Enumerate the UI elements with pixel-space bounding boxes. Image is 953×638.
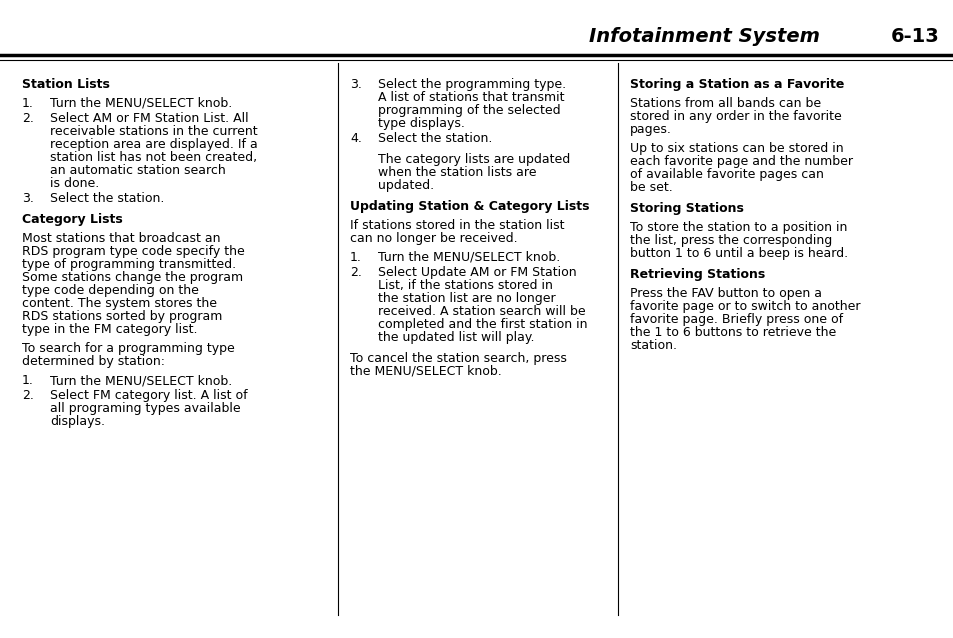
Text: Select Update AM or FM Station: Select Update AM or FM Station bbox=[377, 266, 576, 279]
Text: Select FM category list. A list of: Select FM category list. A list of bbox=[50, 389, 248, 402]
Text: Select the station.: Select the station. bbox=[377, 132, 492, 145]
Text: the 1 to 6 buttons to retrieve the: the 1 to 6 buttons to retrieve the bbox=[629, 326, 836, 339]
Text: favorite page. Briefly press one of: favorite page. Briefly press one of bbox=[629, 313, 842, 326]
Text: the station list are no longer: the station list are no longer bbox=[377, 292, 555, 305]
Text: station list has not been created,: station list has not been created, bbox=[50, 151, 257, 164]
Text: Most stations that broadcast an: Most stations that broadcast an bbox=[22, 232, 220, 245]
Text: RDS stations sorted by program: RDS stations sorted by program bbox=[22, 310, 222, 323]
Text: determined by station:: determined by station: bbox=[22, 355, 165, 368]
Text: updated.: updated. bbox=[377, 179, 434, 192]
Text: 1.: 1. bbox=[22, 97, 34, 110]
Text: the list, press the corresponding: the list, press the corresponding bbox=[629, 234, 831, 247]
Text: programming of the selected: programming of the selected bbox=[377, 104, 560, 117]
Text: 4.: 4. bbox=[350, 132, 361, 145]
Text: type code depending on the: type code depending on the bbox=[22, 284, 198, 297]
Text: favorite page or to switch to another: favorite page or to switch to another bbox=[629, 300, 860, 313]
Text: all programing types available: all programing types available bbox=[50, 402, 240, 415]
Text: the updated list will play.: the updated list will play. bbox=[377, 331, 534, 344]
Text: be set.: be set. bbox=[629, 181, 672, 194]
Text: Press the FAV button to open a: Press the FAV button to open a bbox=[629, 287, 821, 300]
Text: 2.: 2. bbox=[350, 266, 361, 279]
Text: RDS program type code specify the: RDS program type code specify the bbox=[22, 245, 245, 258]
Text: can no longer be received.: can no longer be received. bbox=[350, 232, 517, 245]
Text: Up to six stations can be stored in: Up to six stations can be stored in bbox=[629, 142, 842, 155]
Text: Retrieving Stations: Retrieving Stations bbox=[629, 268, 764, 281]
Text: A list of stations that transmit: A list of stations that transmit bbox=[377, 91, 564, 104]
Text: when the station lists are: when the station lists are bbox=[377, 166, 536, 179]
Text: 1.: 1. bbox=[350, 251, 361, 264]
Text: Some stations change the program: Some stations change the program bbox=[22, 271, 243, 284]
Text: Turn the MENU/SELECT knob.: Turn the MENU/SELECT knob. bbox=[50, 374, 232, 387]
Text: Select the programming type.: Select the programming type. bbox=[377, 78, 565, 91]
Text: If stations stored in the station list: If stations stored in the station list bbox=[350, 219, 564, 232]
Text: of available favorite pages can: of available favorite pages can bbox=[629, 168, 823, 181]
Text: button 1 to 6 until a beep is heard.: button 1 to 6 until a beep is heard. bbox=[629, 247, 847, 260]
Text: Turn the MENU/SELECT knob.: Turn the MENU/SELECT knob. bbox=[50, 97, 232, 110]
Text: received. A station search will be: received. A station search will be bbox=[377, 305, 585, 318]
Text: Infotainment System: Infotainment System bbox=[588, 27, 820, 47]
Text: Storing a Station as a Favorite: Storing a Station as a Favorite bbox=[629, 78, 843, 91]
Text: type in the FM category list.: type in the FM category list. bbox=[22, 323, 197, 336]
Text: 2.: 2. bbox=[22, 389, 34, 402]
Text: Turn the MENU/SELECT knob.: Turn the MENU/SELECT knob. bbox=[377, 251, 559, 264]
Text: reception area are displayed. If a: reception area are displayed. If a bbox=[50, 138, 257, 151]
Text: station.: station. bbox=[629, 339, 677, 352]
Text: Station Lists: Station Lists bbox=[22, 78, 110, 91]
Text: is done.: is done. bbox=[50, 177, 99, 190]
Text: To cancel the station search, press: To cancel the station search, press bbox=[350, 352, 566, 365]
Text: The category lists are updated: The category lists are updated bbox=[377, 153, 570, 166]
Text: Category Lists: Category Lists bbox=[22, 213, 123, 226]
Text: an automatic station search: an automatic station search bbox=[50, 164, 226, 177]
Text: content. The system stores the: content. The system stores the bbox=[22, 297, 216, 310]
Text: displays.: displays. bbox=[50, 415, 105, 428]
Text: 3.: 3. bbox=[350, 78, 361, 91]
Text: type displays.: type displays. bbox=[377, 117, 464, 130]
Text: Stations from all bands can be: Stations from all bands can be bbox=[629, 97, 821, 110]
Text: type of programming transmitted.: type of programming transmitted. bbox=[22, 258, 236, 271]
Text: completed and the first station in: completed and the first station in bbox=[377, 318, 587, 331]
Text: List, if the stations stored in: List, if the stations stored in bbox=[377, 279, 553, 292]
Text: 1.: 1. bbox=[22, 374, 34, 387]
Text: receivable stations in the current: receivable stations in the current bbox=[50, 125, 257, 138]
Text: the MENU/SELECT knob.: the MENU/SELECT knob. bbox=[350, 365, 501, 378]
Text: Select the station.: Select the station. bbox=[50, 192, 164, 205]
Text: Storing Stations: Storing Stations bbox=[629, 202, 743, 215]
Text: stored in any order in the favorite: stored in any order in the favorite bbox=[629, 110, 841, 123]
Text: each favorite page and the number: each favorite page and the number bbox=[629, 155, 852, 168]
Text: pages.: pages. bbox=[629, 123, 671, 136]
Text: 2.: 2. bbox=[22, 112, 34, 125]
Text: Select AM or FM Station List. All: Select AM or FM Station List. All bbox=[50, 112, 249, 125]
Text: 3.: 3. bbox=[22, 192, 34, 205]
Text: 6-13: 6-13 bbox=[890, 27, 939, 47]
Text: To store the station to a position in: To store the station to a position in bbox=[629, 221, 846, 234]
Text: To search for a programming type: To search for a programming type bbox=[22, 342, 234, 355]
Text: Updating Station & Category Lists: Updating Station & Category Lists bbox=[350, 200, 589, 213]
